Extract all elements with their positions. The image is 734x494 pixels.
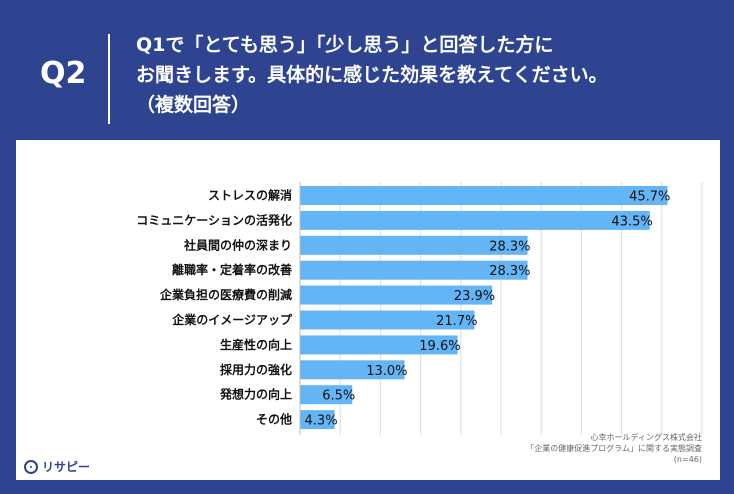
category-label: その他	[256, 412, 292, 427]
value-label: 13.0%	[366, 364, 407, 379]
category-label: 生産性の向上	[220, 337, 292, 352]
source-sample-size: (n=46)	[673, 455, 702, 464]
category-label: 企業のイメージアップ	[171, 312, 293, 327]
value-label: 4.3%	[305, 414, 338, 429]
value-label: 23.9%	[454, 289, 495, 304]
category-label: コミュニケーションの活発化	[136, 212, 292, 227]
value-label: 6.5%	[322, 389, 355, 404]
category-label: 離職率・定着率の改善	[172, 262, 292, 277]
value-label: 43.5%	[611, 214, 652, 229]
category-label: 発想力の向上	[219, 387, 292, 402]
bar	[300, 260, 528, 280]
value-label: 28.3%	[489, 239, 530, 254]
value-label: 28.3%	[489, 264, 530, 279]
source-company: 心幸ホールディングス株式会社	[590, 433, 702, 442]
header: Q2 Q1で「とても思う」「少し思う」と回答した方に お聞きします。具体的に感じ…	[0, 0, 734, 138]
category-label: 採用力の強化	[220, 362, 292, 377]
bar	[300, 235, 528, 255]
question-number: Q2	[40, 56, 87, 91]
bar	[300, 410, 335, 430]
bar-chart: ストレスの解消 45.7% コミュニケーションの活発化 43.5% 社員間の仲の深まり 2…	[136, 182, 703, 435]
category-label: ストレスの解消	[208, 188, 292, 203]
bar	[300, 360, 405, 380]
value-label: 21.7%	[436, 314, 477, 329]
bar	[300, 210, 650, 230]
header-divider	[108, 34, 110, 124]
bar	[300, 385, 353, 405]
bar	[300, 310, 475, 330]
logo: リサピー	[24, 458, 90, 475]
value-label: 45.7%	[629, 190, 670, 205]
bar	[300, 186, 668, 205]
bar	[300, 285, 493, 305]
bar	[300, 335, 458, 355]
category-label: 社員間の仲の深まり	[183, 237, 292, 252]
chart-panel: ストレスの解消 45.7% コミュニケーションの活発化 43.5% 社員間の仲の深まり 2…	[16, 140, 720, 480]
question-text: Q1で「とても思う」「少し思う」と回答した方に お聞きします。具体的に感じた効果…	[136, 34, 608, 116]
source-survey: 「企業の健康促進プログラム」に関する実態調査	[526, 444, 702, 453]
source-note: 心幸ホールディングス株式会社 「企業の健康促進プログラム」に関する実態調査 (n…	[442, 432, 702, 465]
logo-text: リサピー	[42, 460, 91, 474]
value-label: 19.6%	[419, 339, 460, 354]
category-label: 企業負担の医療費の削減	[159, 287, 292, 302]
logo-pin-icon	[24, 459, 38, 474]
